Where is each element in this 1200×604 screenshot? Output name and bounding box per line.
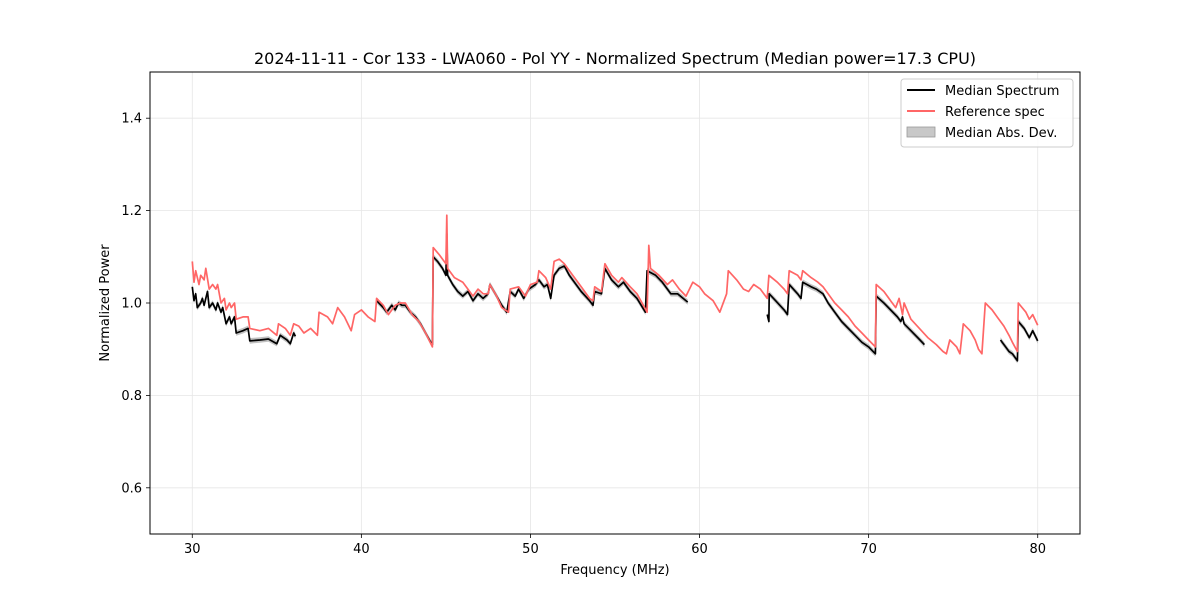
y-tick-label: 0.8 <box>121 389 142 404</box>
y-tick-label: 1.2 <box>121 204 142 219</box>
y-axis-label: Normalized Power <box>98 244 113 362</box>
x-tick-label: 30 <box>184 542 201 557</box>
y-tick-label: 0.6 <box>121 481 142 496</box>
legend-mad-patch <box>906 126 936 138</box>
legend: Median Spectrum Reference spec Median Ab… <box>900 78 1074 148</box>
series-layer <box>191 214 1039 362</box>
median-spectrum-line <box>766 281 926 355</box>
median-spectrum-line <box>191 286 297 345</box>
x-tick-label: 60 <box>691 542 708 557</box>
y-tick-label: 1.4 <box>121 112 142 127</box>
x-tick-label: 40 <box>353 542 370 557</box>
median-abs-dev-band <box>192 284 296 347</box>
legend-median-label: Median Spectrum <box>945 84 1059 99</box>
median-abs-dev-band <box>376 230 688 348</box>
chart-title: 2024-11-11 - Cor 133 - LWA060 - Pol YY -… <box>254 49 976 68</box>
legend-reference-label: Reference spec <box>945 105 1045 120</box>
x-tick-label: 50 <box>522 542 539 557</box>
legend-mad-label: Median Abs. Dev. <box>945 126 1057 141</box>
y-tick-label: 1.0 <box>121 297 142 312</box>
reference-spec-line <box>191 214 1039 355</box>
x-tick-label: 80 <box>1029 542 1046 557</box>
ticks: 30 40 50 60 70 80 0.6 0.8 1.0 1.2 1.4 <box>121 112 1046 557</box>
x-tick-label: 70 <box>860 542 877 557</box>
legend-box <box>900 78 1074 148</box>
x-axis-label: Frequency (MHz) <box>560 563 669 578</box>
